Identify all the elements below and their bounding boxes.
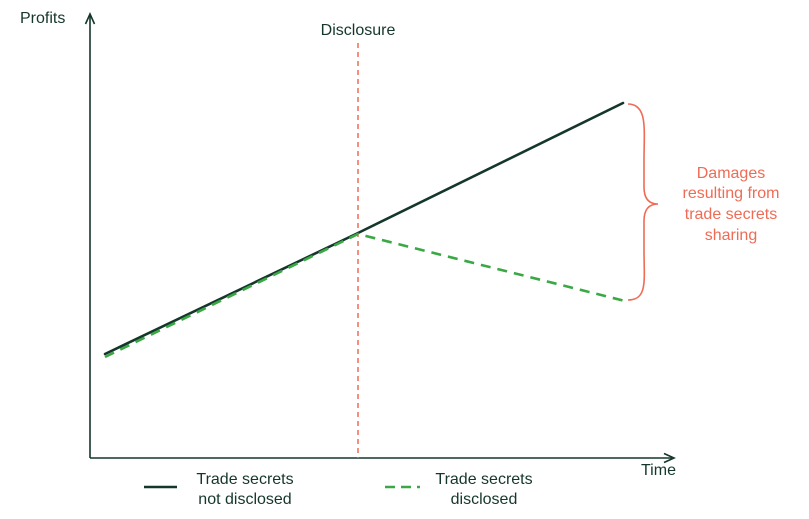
y-axis-arrow-icon [84, 12, 96, 25]
damages-annotation-line-1: Damages [697, 165, 765, 182]
y-axis [84, 12, 96, 458]
disclosure-label: Disclosure [321, 22, 396, 39]
legend-item-disclosed: Trade secrets disclosed [385, 471, 533, 508]
damages-annotation-line-4: sharing [705, 227, 757, 244]
damages-annotation-line-3: trade secrets [685, 206, 777, 223]
x-axis-arrow-icon [663, 452, 676, 464]
y-axis-label: Profits [20, 10, 65, 27]
damages-annotation: Damages resulting from trade secrets sha… [683, 165, 780, 244]
legend-label-not-disclosed-line-1: Trade secrets [196, 471, 293, 488]
legend-item-not-disclosed: Trade secrets not disclosed [144, 471, 294, 508]
legend: Trade secrets not disclosed Trade secret… [144, 471, 533, 508]
damages-brace [627, 103, 659, 301]
x-axis [90, 452, 676, 464]
disclosed-profit-line [104, 232, 626, 359]
legend-label-disclosed-line-2: disclosed [451, 491, 518, 508]
x-axis-label: Time [641, 462, 676, 479]
legend-label-not-disclosed-line-2: not disclosed [198, 491, 291, 508]
damages-annotation-line-2: resulting from [683, 185, 780, 202]
not-disclosed-profit-line [103, 101, 625, 356]
legend-label-disclosed-line-1: Trade secrets [435, 471, 532, 488]
